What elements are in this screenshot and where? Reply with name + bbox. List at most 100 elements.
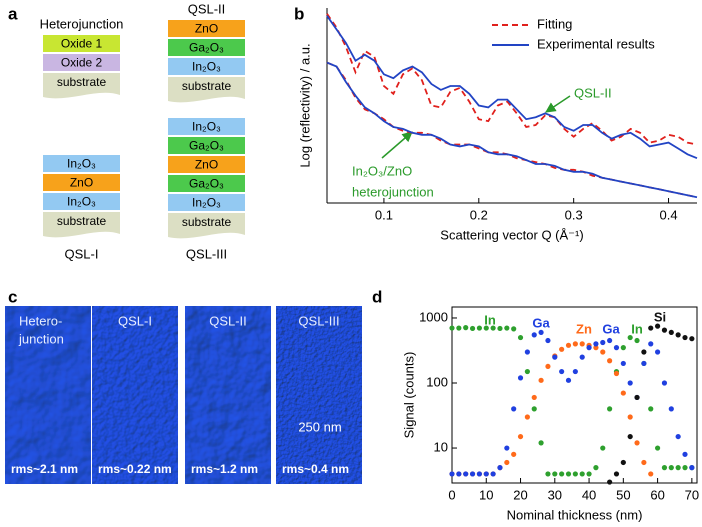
layer [168,137,245,154]
data-point [456,325,462,331]
x-tick-label: 0.1 [375,207,393,222]
data-point [620,345,626,351]
layer-label: substrate [182,215,232,229]
data-point [600,339,606,346]
legend-label: Experimental results [537,36,655,51]
data-point [661,327,668,333]
data-point [517,433,524,440]
y-tick-label: 100 [426,374,448,389]
afm-title: junction [18,331,64,346]
substrate [168,213,245,239]
annotation: Zn [576,321,592,336]
afm-title: QSL-I [118,313,152,328]
data-point [538,377,544,383]
data-point [559,346,565,352]
layer [43,174,120,191]
substrate [43,73,120,99]
data-point [620,459,626,466]
data-point [483,325,489,331]
afm-rms: rms~2.1 nm [11,462,78,476]
data-point [531,332,537,338]
data-point [641,360,647,367]
data-point [627,433,633,440]
panel-label: a [8,4,18,23]
data-point [497,465,503,471]
data-point [682,334,688,341]
afm-image [92,306,178,484]
x-tick-label: 0.3 [565,207,583,222]
data-point [579,354,585,360]
y-axis-label: Log (reflectivity) / a.u. [297,43,312,167]
data-point [607,479,613,485]
data-point [682,465,688,471]
data-point [648,341,654,347]
data-point [483,471,489,477]
data-point [511,406,517,412]
annotation: Ga [602,321,620,336]
layer-label: Oxide 1 [61,37,103,51]
annotation-arrow [545,95,571,113]
data-point [654,445,661,451]
data-point [607,358,613,364]
data-point [490,325,496,331]
data-point [463,325,469,331]
data-point [511,451,517,457]
x-tick-label: 30 [548,487,562,502]
layer [168,39,245,56]
y-axis-label: Signal (counts) [401,352,416,439]
afm-title: Hetero- [19,313,62,328]
afm-rms: rms~0.22 nm [98,462,172,476]
layer-label: In₂O₃ [192,120,221,134]
layer [168,20,245,37]
data-point [620,390,626,396]
panel-label: b [294,4,304,23]
afm-title: QSL-III [298,313,339,328]
layer-label: ZnO [195,22,218,36]
layer-label: substrate [182,79,232,93]
layer-label: In₂O₃ [192,196,221,210]
annotation: Ga [532,315,550,330]
data-point [641,349,647,355]
data-point [456,471,462,477]
x-tick-label: 0 [448,487,455,502]
layer [43,54,120,71]
layer-label: substrate [57,214,107,228]
data-point [675,433,681,440]
layer [43,155,120,172]
layer-label: substrate [57,75,107,89]
scale-bar-label: 250 nm [298,419,341,434]
annotation: heterojunction [352,184,434,199]
data-point [545,337,551,344]
line-series [326,15,698,160]
data-point [476,471,483,477]
layer-label: Ga₂O₃ [189,41,224,55]
data-point [634,440,640,446]
data-point [620,360,626,367]
data-point [565,342,572,348]
data-point [517,334,524,341]
data-point [689,336,695,342]
layer-label: Ga₂O₃ [189,177,224,191]
data-point [607,337,613,344]
afm-rms: rms~1.2 nm [191,462,258,476]
plot-frame [451,306,698,484]
annotation: In [484,312,496,327]
data-point [648,471,654,477]
data-point [654,323,661,329]
data-point [504,445,510,451]
data-point [565,471,572,477]
stack-label: QSL-I [65,246,99,261]
x-tick-label: 40 [582,487,596,502]
x-tick-label: 10 [479,487,493,502]
stack-title: Heterojunction [40,16,124,31]
data-point [565,377,572,383]
data-point [682,451,688,457]
panel-label: c [8,287,17,306]
data-point [593,465,599,471]
data-point [552,471,558,477]
x-axis-label: Nominal thickness (nm) [507,507,643,522]
layer-label: In₂O₃ [192,60,221,74]
data-point [504,459,510,466]
data-point [586,471,592,477]
layer [168,175,245,192]
